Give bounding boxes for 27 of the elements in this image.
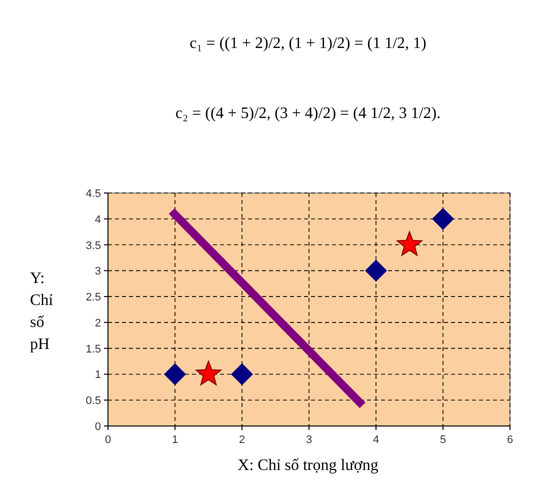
text: c₂ = ((4 + 5)/2, (3 + 4)/2) = (4 1/2, 3 1/2). bbox=[175, 105, 441, 122]
x-tick-label: 6 bbox=[506, 434, 514, 446]
y-tick-label: 1.5 bbox=[86, 343, 101, 356]
y-tick-label: 4.5 bbox=[86, 188, 101, 200]
y-tick-label: 2.5 bbox=[86, 292, 101, 304]
y-tick-label: 0.5 bbox=[86, 395, 101, 408]
x-tick-label: 4 bbox=[372, 434, 380, 446]
y-tick-label: 3.5 bbox=[86, 240, 101, 252]
text: c₁ = ((1 + 2)/2, (1 + 1)/2) = (1 1/2, 1) bbox=[190, 35, 426, 52]
y-tick-label: 1 bbox=[94, 369, 101, 382]
point bbox=[231, 363, 253, 386]
point bbox=[164, 363, 186, 386]
y-tick-label: 4 bbox=[94, 214, 101, 226]
y-tick-label: 0 bbox=[94, 421, 101, 433]
x-tick-label: 2 bbox=[238, 434, 246, 446]
point bbox=[396, 231, 422, 256]
x-tick-label: 5 bbox=[440, 434, 446, 446]
point bbox=[432, 208, 454, 230]
x-tick-label: 0 bbox=[104, 434, 112, 446]
y-axis-title: Y: Chỉ số pH bbox=[30, 270, 54, 353]
y-tick-label: 2 bbox=[94, 317, 101, 330]
x-tick-label: 3 bbox=[306, 434, 312, 446]
x-tick-label: 1 bbox=[172, 434, 178, 446]
point bbox=[365, 260, 387, 282]
point bbox=[196, 360, 222, 386]
y-tick-label: 3 bbox=[94, 266, 101, 278]
x-axis-title: X: Chỉ số trọng lượng bbox=[238, 457, 378, 474]
